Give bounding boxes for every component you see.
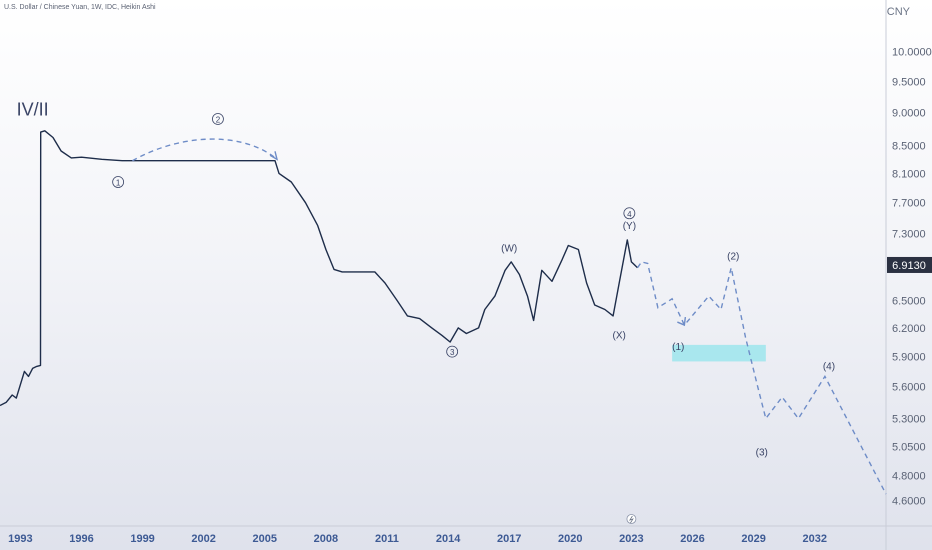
x-tick-label: 2002: [191, 533, 215, 545]
wave-label: (2): [727, 251, 739, 262]
x-tick-label: 2026: [680, 533, 704, 545]
y-tick-label: 7.3000: [892, 228, 926, 240]
y-tick-label: 4.8000: [892, 471, 926, 483]
wave-label-circle: [446, 345, 459, 358]
wave-label: 1: [116, 179, 121, 188]
target-zone: [672, 344, 766, 362]
x-tick-label: 2023: [619, 533, 643, 545]
wave-label: 3: [450, 348, 455, 357]
y-tick-label: 5.0500: [892, 441, 926, 453]
x-tick-label: 2020: [558, 533, 582, 545]
event-marker-icon: [626, 514, 637, 524]
wave-label: (Y): [623, 221, 636, 232]
x-tick-label: 1999: [130, 533, 154, 545]
x-tick-label: 1996: [69, 533, 93, 545]
y-tick-label: 6.2000: [892, 323, 926, 335]
x-tick-label: 2014: [436, 533, 461, 545]
wave-label: (4): [823, 362, 835, 373]
y-tick-label: 9.5000: [892, 76, 926, 88]
y-tick-label: 5.9000: [892, 352, 926, 364]
wave-label: IV/II: [17, 99, 49, 119]
y-tick-label: 5.3000: [892, 413, 926, 425]
price-line: [0, 130, 638, 407]
y-tick-label: 10.0000: [892, 47, 932, 59]
y-tick-label: 7.7000: [892, 198, 926, 210]
x-tick-label: 2008: [314, 533, 338, 545]
x-tick-label: 1993: [8, 533, 32, 545]
x-tick-label: 2017: [497, 533, 521, 545]
y-tick-label: 9.0000: [892, 108, 926, 120]
currency-label: CNY: [886, 6, 910, 18]
wave-label: (3): [756, 447, 768, 458]
wave-label-circle: [212, 113, 224, 125]
projection-arrowhead: [677, 316, 687, 327]
x-tick-label: 2005: [253, 533, 277, 545]
y-tick-label: 8.1000: [892, 168, 926, 180]
x-tick-label: 2032: [802, 533, 826, 545]
last-price-tag-text: 6.9130: [892, 260, 926, 272]
wave-label: (1): [672, 342, 684, 353]
symbol-title: U.S. Dollar / Chinese Yuan, 1W, IDC, Hei…: [4, 4, 156, 11]
y-tick-label: 6.5000: [892, 296, 926, 308]
x-tick-label: 2029: [741, 533, 765, 545]
x-tick-label: 2011: [375, 533, 399, 545]
y-tick-label: 4.6000: [892, 495, 926, 507]
wave-label-circle: [623, 207, 636, 220]
arc-arrowhead: [269, 151, 279, 161]
projection-path: [636, 261, 887, 495]
wave-label: (X): [613, 331, 626, 342]
y-tick-label: 8.5000: [892, 141, 926, 153]
event-marker-bolt: [628, 515, 634, 524]
wave-label: 2: [216, 115, 221, 124]
wave-label-circle: [112, 176, 125, 188]
last-price-tag: [887, 256, 932, 273]
wave-label: (W): [501, 243, 517, 254]
y-tick-label: 5.6000: [892, 382, 926, 394]
wave-2-arc: [132, 138, 278, 162]
wave-label: 4: [627, 210, 632, 219]
